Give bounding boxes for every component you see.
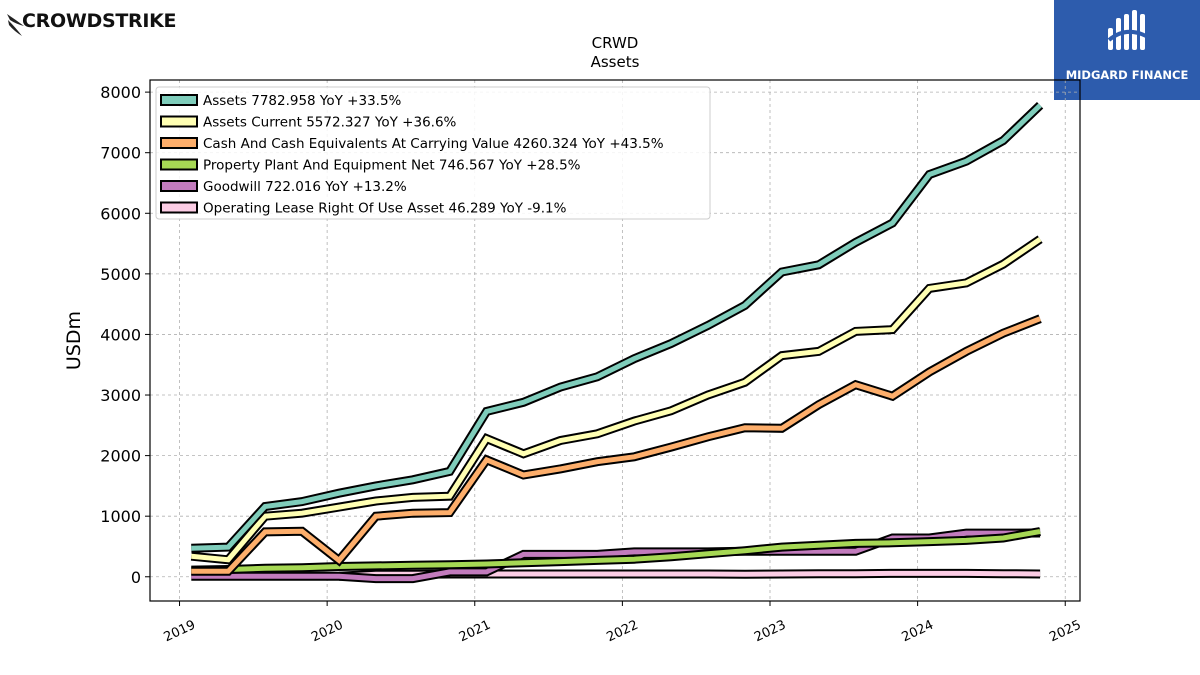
x-tick-label: 2024 xyxy=(900,618,936,646)
y-tick-label: 6000 xyxy=(100,204,141,223)
legend-label: Assets 7782.958 YoY +33.5% xyxy=(203,93,402,109)
legend-label: Property Plant And Equipment Net 746.567… xyxy=(203,158,581,174)
x-tick-label: 2021 xyxy=(457,618,493,646)
y-tick-label: 2000 xyxy=(100,447,141,466)
legend-box xyxy=(155,86,711,220)
series-line xyxy=(191,237,1042,563)
legend-swatch xyxy=(160,201,198,214)
x-tick-label: 2023 xyxy=(752,618,788,646)
series-line xyxy=(191,103,1042,551)
chart-subtitle: Assets xyxy=(591,53,640,71)
y-tick-label: 8000 xyxy=(100,83,141,102)
series-line xyxy=(191,316,1042,574)
legend-label: Assets Current 5572.327 YoY +36.6% xyxy=(203,115,457,131)
chart-title: CRWD xyxy=(592,34,639,52)
legend-label: Cash And Cash Equivalents At Carrying Va… xyxy=(203,136,664,152)
legend-swatch xyxy=(160,94,198,106)
y-axis-label: USDm xyxy=(63,311,85,370)
crowdstrike-logo: CROWDSTRIKE xyxy=(6,6,206,40)
midgard-wordmark: MIDGARD FINANCE xyxy=(1065,68,1189,82)
y-tick-label: 1000 xyxy=(100,507,141,526)
series-outline xyxy=(191,314,1042,576)
y-tick-label: 0 xyxy=(131,568,141,587)
plot-frame xyxy=(149,79,1081,602)
midgard-emblem-icon xyxy=(1107,10,1147,50)
x-tick-label: 2022 xyxy=(604,618,640,646)
legend-label: Goodwill 722.016 YoY +13.2% xyxy=(203,179,407,195)
y-tick-label: 3000 xyxy=(100,386,141,405)
legend-swatch xyxy=(160,137,198,149)
y-tick-label: 4000 xyxy=(100,325,141,344)
midgard-finance-logo: MIDGARD FINANCE xyxy=(1054,0,1200,100)
y-tick-label: 5000 xyxy=(100,265,141,284)
series-line xyxy=(191,529,1041,573)
x-tick-label: 2020 xyxy=(309,618,345,646)
y-tick-label: 7000 xyxy=(100,144,141,163)
legend-label: Operating Lease Right Of Use Asset 46.28… xyxy=(203,201,567,217)
x-tick-label: 2019 xyxy=(162,618,198,646)
legend-swatch xyxy=(160,180,198,192)
legend-swatch xyxy=(160,158,198,171)
x-tick-label: 2025 xyxy=(1047,618,1083,646)
legend-swatch xyxy=(160,115,198,128)
crowdstrike-wordmark: CROWDSTRIKE xyxy=(22,10,177,32)
series-line xyxy=(191,530,1041,582)
falcon-icon xyxy=(7,14,24,36)
